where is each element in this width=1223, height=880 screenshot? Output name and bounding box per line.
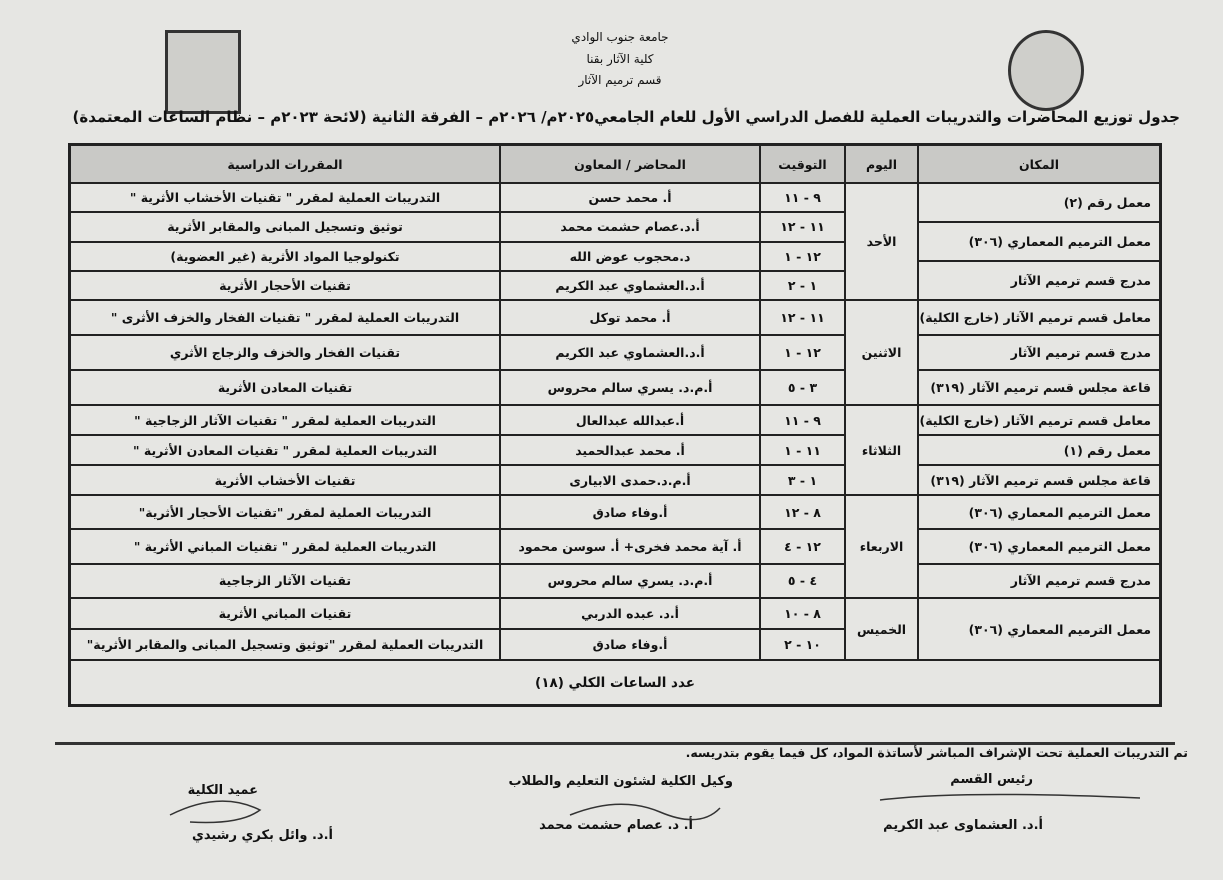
- time-cell: ١٠ - ٢: [760, 629, 845, 660]
- course-cell: تقنيات المباني الأثرية: [70, 598, 500, 629]
- header-line: قسم ترميم الآثار: [578, 73, 662, 87]
- place-cell: معمل الترميم المعماري (٣٠٦): [918, 495, 1160, 530]
- course-cell: التدريبات العملية لمقرر " تقنيات الأخشاب…: [70, 183, 500, 213]
- lecturer-cell: أ.عبدالله عبدالعال: [500, 405, 760, 435]
- place-cell: مدرج قسم ترميم الآثار: [918, 563, 1160, 598]
- time-cell: ٩ - ١١: [760, 405, 845, 435]
- university-logo: [1008, 30, 1084, 111]
- lecturer-cell: أ.د. عبده الدربي: [500, 598, 760, 629]
- place-cell: مدرج قسم ترميم الآثار: [918, 261, 1160, 300]
- lecturer-cell: أ.د.العشماوي عبد الكريم: [500, 335, 760, 370]
- lecturer-cell: د.محجوب عوض الله: [500, 241, 760, 271]
- day-cell: الخميس: [845, 598, 918, 660]
- course-cell: التدريبات العملية لمقرر "توثيق وتسجيل ال…: [70, 629, 500, 660]
- signature-role: رئيس القسم: [950, 772, 1033, 787]
- time-cell: ١١ - ١: [760, 435, 845, 465]
- course-cell: التدريبات العملية لمقرر " تقنيات المباني…: [70, 529, 500, 564]
- footer-note: تم التدريبات العملية تحت الإشراف المباشر…: [685, 745, 1188, 760]
- column-header: اليوم: [845, 145, 918, 183]
- place-cell: مدرج قسم ترميم الآثار: [918, 335, 1160, 370]
- signature-name: أ.د. وائل بكري رشيدي: [191, 828, 333, 843]
- lecturer-cell: أ. محمد عبدالحميد: [500, 435, 760, 465]
- course-cell: التدريبات العملية لمقرر " تقنيات الفخار …: [70, 300, 500, 335]
- place-cell: معمل الترميم المعماري (٣٠٦): [918, 222, 1160, 261]
- course-cell: توثيق وتسجيل المبانى والمقابر الأثرية: [70, 212, 500, 242]
- place-cell: معمل الترميم المعماري (٣٠٦): [918, 598, 1160, 660]
- time-cell: ١١ - ١٢: [760, 212, 845, 242]
- place-cell: معامل قسم ترميم الآثار (خارج الكلية): [918, 300, 1160, 335]
- course-cell: التدريبات العملية لمقرر " تقنيات الآثار …: [70, 405, 500, 435]
- course-cell: تقنيات المعادن الأثرية: [70, 370, 500, 405]
- place-cell: قاعة مجلس قسم ترميم الآثار (٣١٩): [918, 465, 1160, 495]
- course-cell: تقنيات الفخار والخزف والزجاج الأثري: [70, 335, 500, 370]
- time-cell: ١٢ - ١: [760, 241, 845, 271]
- column-header: المحاضر / المعاون: [500, 145, 760, 183]
- lecturer-cell: أ.وفاء صادق: [500, 629, 760, 660]
- time-cell: ١٢ - ٤: [760, 529, 845, 564]
- lecturer-cell: أ.د.عصام حشمت محمد: [500, 212, 760, 242]
- course-cell: التدريبات العملية لمقرر "تقنيات الأحجار …: [70, 495, 500, 530]
- signature-role: عميد الكلية: [187, 783, 258, 798]
- course-cell: تقنيات الأخشاب الأثرية: [70, 465, 500, 495]
- course-cell: التدريبات العملية لمقرر " تقنيات المعادن…: [70, 435, 500, 465]
- column-header: التوقيت: [760, 145, 845, 183]
- time-cell: ١ - ٢: [760, 270, 845, 300]
- time-cell: ١ - ٣: [760, 465, 845, 495]
- place-cell: معمل رقم (٢): [918, 183, 1160, 222]
- time-cell: ١٢ - ١: [760, 335, 845, 370]
- faculty-logo: [165, 30, 241, 114]
- signature-name: أ. د. عصام حشمت محمد: [539, 818, 693, 833]
- day-cell: الأحد: [845, 183, 918, 300]
- separator: [55, 742, 1175, 745]
- total-hours: عدد الساعات الكلي (١٨): [70, 660, 1160, 705]
- lecturer-cell: أ.وفاء صادق: [500, 495, 760, 530]
- lecturer-cell: أ. محمد حسن: [500, 183, 760, 213]
- time-cell: ٤ - ٥: [760, 563, 845, 598]
- place-cell: معامل قسم ترميم الآثار (خارج الكلية): [918, 405, 1160, 435]
- table-frame: [68, 143, 1162, 707]
- header-line: جامعة جنوب الوادي: [571, 30, 669, 44]
- course-cell: تقنيات الأحجار الأثرية: [70, 270, 500, 300]
- lecturer-cell: أ.د.العشماوي عبد الكريم: [500, 270, 760, 300]
- lecturer-cell: أ.م.د. يسري سالم محروس: [500, 563, 760, 598]
- time-cell: ٨ - ١٢: [760, 495, 845, 530]
- place-cell: قاعة مجلس قسم ترميم الآثار (٣١٩): [918, 370, 1160, 405]
- time-cell: ١١ - ١٢: [760, 300, 845, 335]
- signature-role: وكيل الكلية لشئون التعليم والطلاب: [508, 774, 733, 789]
- lecturer-cell: أ. آية محمد فخرى+ أ. سوسن محمود: [500, 529, 760, 564]
- lecturer-cell: أ.م.د. يسري سالم محروس: [500, 370, 760, 405]
- course-cell: تقنيات الآثار الزجاجية: [70, 563, 500, 598]
- title: جدول توزيع المحاضرات والتدريبات العملية …: [72, 108, 1181, 126]
- signature-name: أ.د. العشماوى عبد الكريم: [883, 818, 1043, 833]
- header-line: كلية الآثار بقنا: [586, 52, 654, 66]
- day-cell: الاثنين: [845, 300, 918, 405]
- day-cell: الثلاثاء: [845, 405, 918, 495]
- place-cell: معمل رقم (١): [918, 435, 1160, 465]
- column-header: المقررات الدراسية: [70, 145, 500, 183]
- time-cell: ٩ - ١١: [760, 183, 845, 213]
- time-cell: ٨ - ١٠: [760, 598, 845, 629]
- column-header: المكان: [918, 145, 1160, 183]
- time-cell: ٣ - ٥: [760, 370, 845, 405]
- day-cell: الاربعاء: [845, 495, 918, 598]
- course-cell: تكنولوجيا المواد الأثرية (غير العضوية): [70, 241, 500, 271]
- place-cell: معمل الترميم المعماري (٣٠٦): [918, 529, 1160, 564]
- lecturer-cell: أ.م.د.حمدى الابيارى: [500, 465, 760, 495]
- lecturer-cell: أ. محمد توكل: [500, 300, 760, 335]
